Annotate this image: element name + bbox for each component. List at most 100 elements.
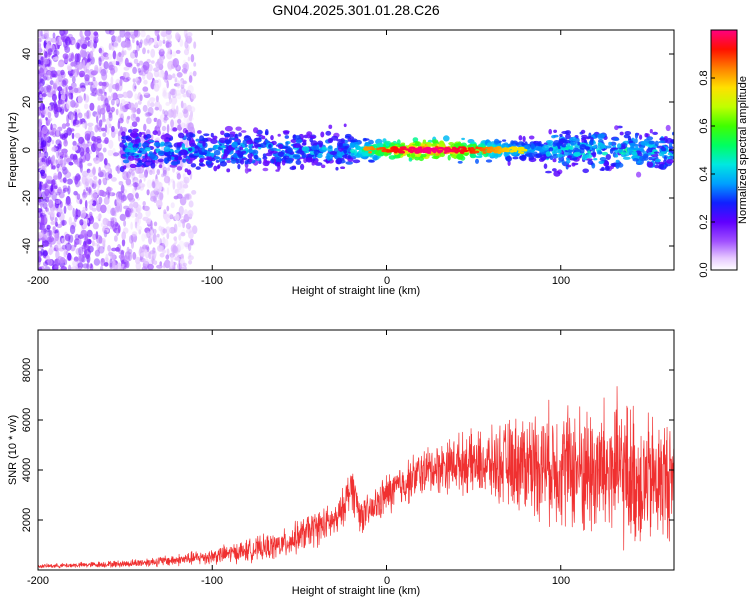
noise-cell — [123, 220, 127, 227]
signal-cell — [569, 145, 574, 150]
noise-cell — [131, 208, 135, 214]
signal-cell — [182, 158, 187, 163]
noise-cell — [156, 168, 160, 176]
noise-cell — [102, 217, 109, 226]
colorbar-tick-1: 0.0 — [698, 262, 710, 277]
noise-cell — [74, 132, 81, 139]
noise-cell — [40, 115, 43, 123]
signal-cell — [305, 157, 313, 163]
noise-cell — [94, 124, 99, 133]
noise-cell — [68, 85, 73, 91]
noise-cell — [78, 160, 83, 169]
noise-cell — [162, 249, 167, 254]
signal-cell — [493, 138, 500, 145]
noise-cell — [91, 240, 95, 247]
signal-cell — [314, 160, 318, 165]
noise-cell — [64, 242, 72, 251]
noise-cell — [59, 178, 64, 183]
noise-cell — [63, 30, 69, 35]
noise-cell — [91, 79, 98, 89]
signal-cell — [572, 157, 578, 161]
noise-cell — [128, 168, 133, 174]
noise-cell — [53, 175, 59, 181]
signal-cell — [639, 148, 645, 152]
noise-cell — [150, 190, 157, 200]
noise-cell — [166, 248, 170, 254]
noise-cell — [109, 258, 113, 268]
peak-cell — [454, 149, 462, 153]
noise-cell — [152, 170, 155, 175]
signal-cell — [345, 133, 352, 138]
noise-cell — [161, 125, 167, 132]
noise-cell — [179, 180, 184, 188]
signal-cell — [457, 160, 463, 164]
noise-cell — [111, 247, 117, 252]
noise-cell — [44, 188, 50, 197]
noise-cell — [108, 111, 113, 119]
noise-cell — [38, 122, 42, 131]
signal-cell — [167, 134, 172, 138]
peak-cell — [437, 150, 442, 154]
noise-cell — [118, 254, 125, 260]
signal-cell — [186, 137, 191, 141]
signal-cell — [567, 149, 574, 153]
signal-cell — [129, 149, 136, 153]
signal-cell — [361, 151, 365, 156]
noise-cell — [99, 169, 107, 178]
signal-cell — [431, 155, 439, 159]
noise-cell — [67, 65, 72, 72]
noise-cell — [185, 222, 191, 230]
noise-cell — [96, 243, 101, 252]
noise-cell — [157, 130, 161, 137]
noise-cell — [98, 236, 103, 244]
noise-cell — [188, 75, 193, 83]
noise-cell — [130, 221, 133, 230]
noise-cell — [57, 150, 61, 156]
noise-cell — [172, 245, 178, 254]
signal-cell — [605, 154, 611, 160]
signal-cell — [121, 139, 127, 144]
noise-cell — [148, 251, 152, 260]
signal-cell — [572, 147, 580, 153]
noise-cell — [174, 89, 182, 96]
signal-cell — [347, 137, 352, 142]
noise-cell — [164, 259, 171, 269]
signal-cell — [199, 135, 205, 142]
noise-cell — [71, 40, 77, 45]
noise-cell — [156, 233, 160, 238]
noise-cell — [92, 76, 96, 82]
signal-cell — [561, 144, 566, 148]
noise-cell — [46, 84, 52, 93]
signal-cell — [542, 144, 549, 151]
noise-cell — [92, 242, 99, 247]
noise-cell — [38, 73, 41, 83]
peak-cell — [509, 150, 515, 153]
signal-cell — [368, 160, 375, 163]
signal-cell — [277, 143, 284, 150]
signal-cell — [268, 143, 272, 149]
noise-cell — [175, 32, 180, 40]
signal-cell — [646, 161, 654, 168]
noise-cell — [188, 252, 192, 258]
signal-cell — [241, 150, 247, 154]
noise-cell — [78, 70, 86, 78]
noise-cell — [118, 51, 122, 58]
noise-cell — [73, 190, 78, 196]
signal-cell — [345, 161, 354, 165]
noise-cell — [52, 188, 57, 196]
signal-cell — [124, 142, 128, 146]
signal-cell — [158, 164, 163, 169]
signal-cell — [610, 163, 616, 167]
noise-cell — [151, 249, 157, 259]
signal-cell — [201, 148, 206, 151]
peak-cell — [493, 147, 498, 150]
noise-cell — [97, 108, 102, 115]
colorbar-label: Normalized spectral amplitude — [737, 76, 749, 224]
signal-cell — [617, 162, 624, 168]
noise-cell — [41, 110, 44, 117]
spectrogram-x-tick-4: 100 — [552, 275, 570, 287]
noise-cell — [177, 112, 184, 119]
noise-cell — [79, 49, 85, 58]
snr-ticks — [37, 330, 674, 570]
noise-cell — [55, 242, 62, 252]
